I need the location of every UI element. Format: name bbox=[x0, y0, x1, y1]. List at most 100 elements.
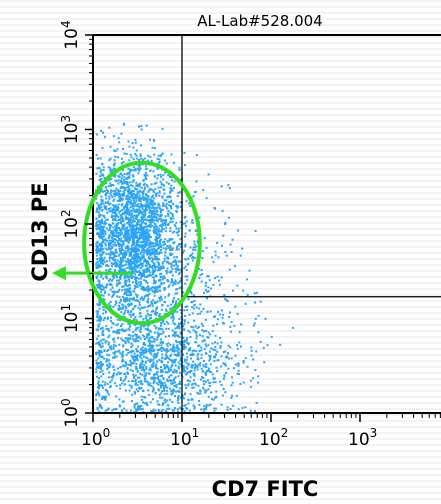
data-point bbox=[166, 356, 169, 359]
data-point bbox=[96, 375, 98, 378]
data-point bbox=[157, 328, 160, 331]
data-point bbox=[134, 270, 137, 273]
data-point bbox=[129, 248, 132, 251]
data-point bbox=[179, 206, 182, 208]
data-point bbox=[170, 205, 172, 208]
data-point bbox=[148, 266, 151, 269]
data-point bbox=[96, 284, 98, 287]
data-point bbox=[161, 127, 164, 130]
data-point bbox=[110, 279, 113, 282]
data-point bbox=[99, 339, 102, 342]
data-point bbox=[119, 387, 122, 390]
data-point bbox=[109, 301, 112, 303]
y-tick-exponent: 0 bbox=[59, 398, 73, 406]
data-point bbox=[96, 202, 99, 205]
data-point bbox=[164, 398, 167, 401]
data-point bbox=[205, 404, 208, 406]
data-point bbox=[133, 375, 136, 378]
data-point bbox=[133, 220, 136, 223]
data-point bbox=[162, 341, 164, 344]
data-point bbox=[108, 239, 111, 242]
data-point bbox=[162, 183, 165, 186]
data-point bbox=[98, 405, 101, 408]
data-point bbox=[224, 364, 227, 367]
data-point bbox=[138, 255, 141, 258]
data-point bbox=[206, 310, 209, 313]
data-point bbox=[130, 351, 133, 354]
data-point bbox=[201, 375, 204, 378]
x-tick-base: 10 bbox=[170, 430, 192, 450]
data-point bbox=[211, 342, 214, 345]
data-point bbox=[128, 291, 131, 294]
data-point bbox=[111, 169, 113, 172]
data-point bbox=[136, 193, 138, 196]
data-point bbox=[102, 233, 105, 236]
data-point bbox=[142, 193, 144, 196]
data-point bbox=[242, 360, 245, 362]
data-point bbox=[101, 345, 104, 348]
data-point bbox=[183, 151, 186, 154]
data-point bbox=[138, 408, 141, 411]
data-point bbox=[156, 348, 159, 351]
data-point bbox=[102, 169, 105, 172]
data-point bbox=[109, 224, 112, 226]
data-point bbox=[167, 335, 170, 337]
data-point bbox=[173, 379, 175, 382]
data-point bbox=[160, 350, 163, 352]
data-point bbox=[185, 387, 188, 390]
y-tick-label: 100 bbox=[59, 398, 82, 427]
data-point bbox=[106, 283, 109, 286]
data-point bbox=[172, 343, 175, 346]
data-point bbox=[132, 312, 135, 315]
data-point bbox=[149, 254, 152, 256]
data-point bbox=[105, 205, 108, 208]
data-point bbox=[121, 157, 123, 160]
data-point bbox=[122, 268, 125, 271]
data-point bbox=[158, 218, 160, 221]
data-point bbox=[100, 288, 103, 291]
data-point bbox=[114, 210, 117, 213]
data-point bbox=[208, 404, 211, 407]
data-point bbox=[204, 289, 207, 292]
data-point bbox=[107, 241, 110, 244]
data-point bbox=[205, 345, 208, 348]
data-point bbox=[137, 273, 140, 276]
data-point bbox=[162, 188, 165, 191]
data-point bbox=[158, 264, 161, 267]
data-point bbox=[113, 195, 116, 198]
data-point bbox=[201, 256, 204, 259]
data-point bbox=[150, 199, 153, 202]
data-point bbox=[143, 246, 146, 249]
data-point bbox=[123, 152, 126, 155]
data-point bbox=[152, 386, 155, 389]
data-point bbox=[158, 160, 161, 163]
data-point bbox=[109, 254, 112, 257]
data-point bbox=[131, 213, 133, 215]
data-point bbox=[141, 383, 144, 386]
data-point bbox=[109, 192, 112, 195]
data-point bbox=[155, 235, 158, 238]
data-point bbox=[149, 360, 151, 363]
data-point bbox=[117, 179, 120, 182]
data-point bbox=[203, 388, 206, 391]
data-point bbox=[111, 253, 114, 256]
data-point bbox=[135, 362, 138, 365]
data-point bbox=[130, 258, 132, 261]
data-point bbox=[195, 154, 198, 157]
data-point bbox=[148, 243, 151, 246]
data-point bbox=[136, 408, 139, 411]
data-point bbox=[151, 302, 154, 305]
data-point bbox=[178, 341, 181, 344]
data-point bbox=[130, 195, 133, 198]
data-point bbox=[134, 273, 137, 276]
data-point bbox=[208, 359, 211, 362]
data-point bbox=[151, 212, 154, 215]
data-point bbox=[97, 203, 100, 206]
data-point bbox=[121, 209, 124, 212]
data-point bbox=[124, 215, 127, 218]
data-point bbox=[207, 395, 210, 398]
data-point bbox=[136, 239, 138, 242]
data-point bbox=[95, 266, 98, 268]
data-point bbox=[107, 376, 110, 379]
data-point bbox=[95, 251, 98, 254]
